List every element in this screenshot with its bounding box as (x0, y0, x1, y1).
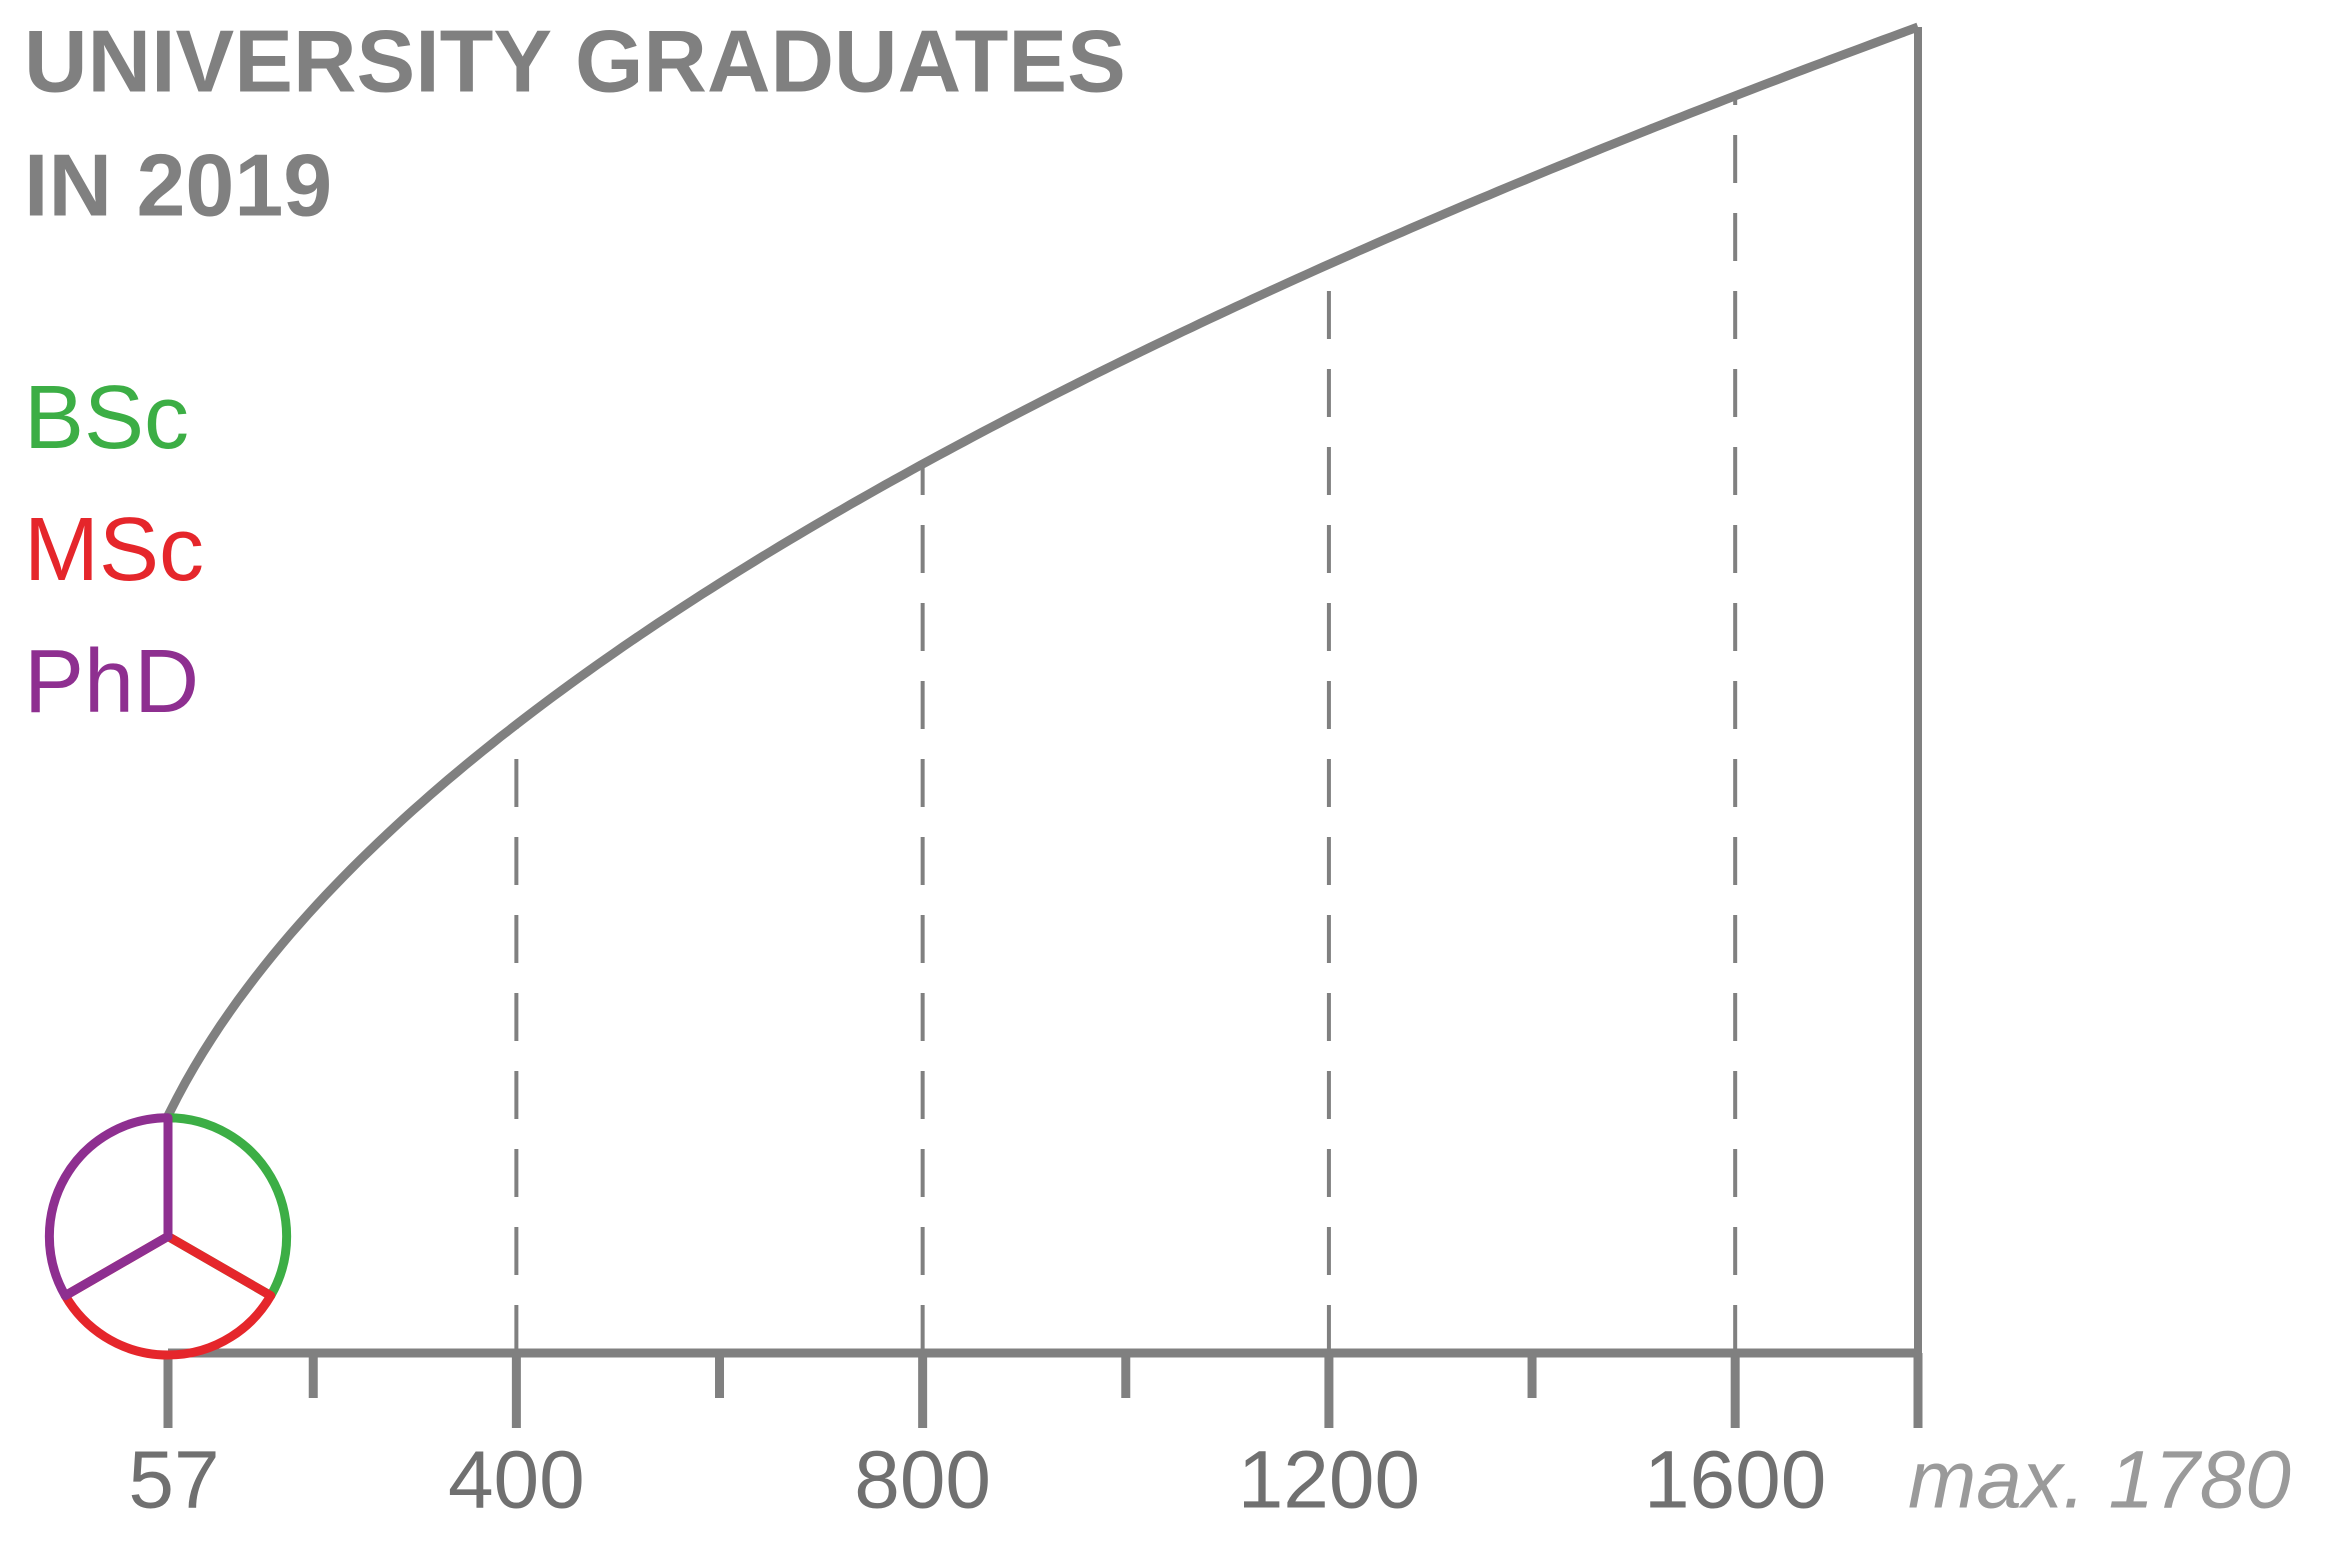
x-tick-label: 1200 (1238, 1435, 1420, 1526)
legend-label: MSc (24, 500, 204, 600)
x-tick-label: 400 (448, 1435, 585, 1526)
chart-title: IN 2019 (24, 135, 332, 234)
x-tick-label: 57 (128, 1435, 219, 1526)
chart-title: UNIVERSITY GRADUATES (24, 11, 1126, 110)
legend-label: BSc (24, 368, 189, 468)
pie-segment (44, 1113, 173, 1301)
max-label: max. 1780 (1908, 1435, 2291, 1526)
legend-label: PhD (24, 632, 199, 732)
scale-curve (163, 22, 1920, 1118)
pie-segment (60, 1231, 276, 1360)
x-tick-label: 800 (854, 1435, 991, 1526)
pie-segment (163, 1113, 292, 1301)
x-tick-label: 1600 (1644, 1435, 1826, 1526)
